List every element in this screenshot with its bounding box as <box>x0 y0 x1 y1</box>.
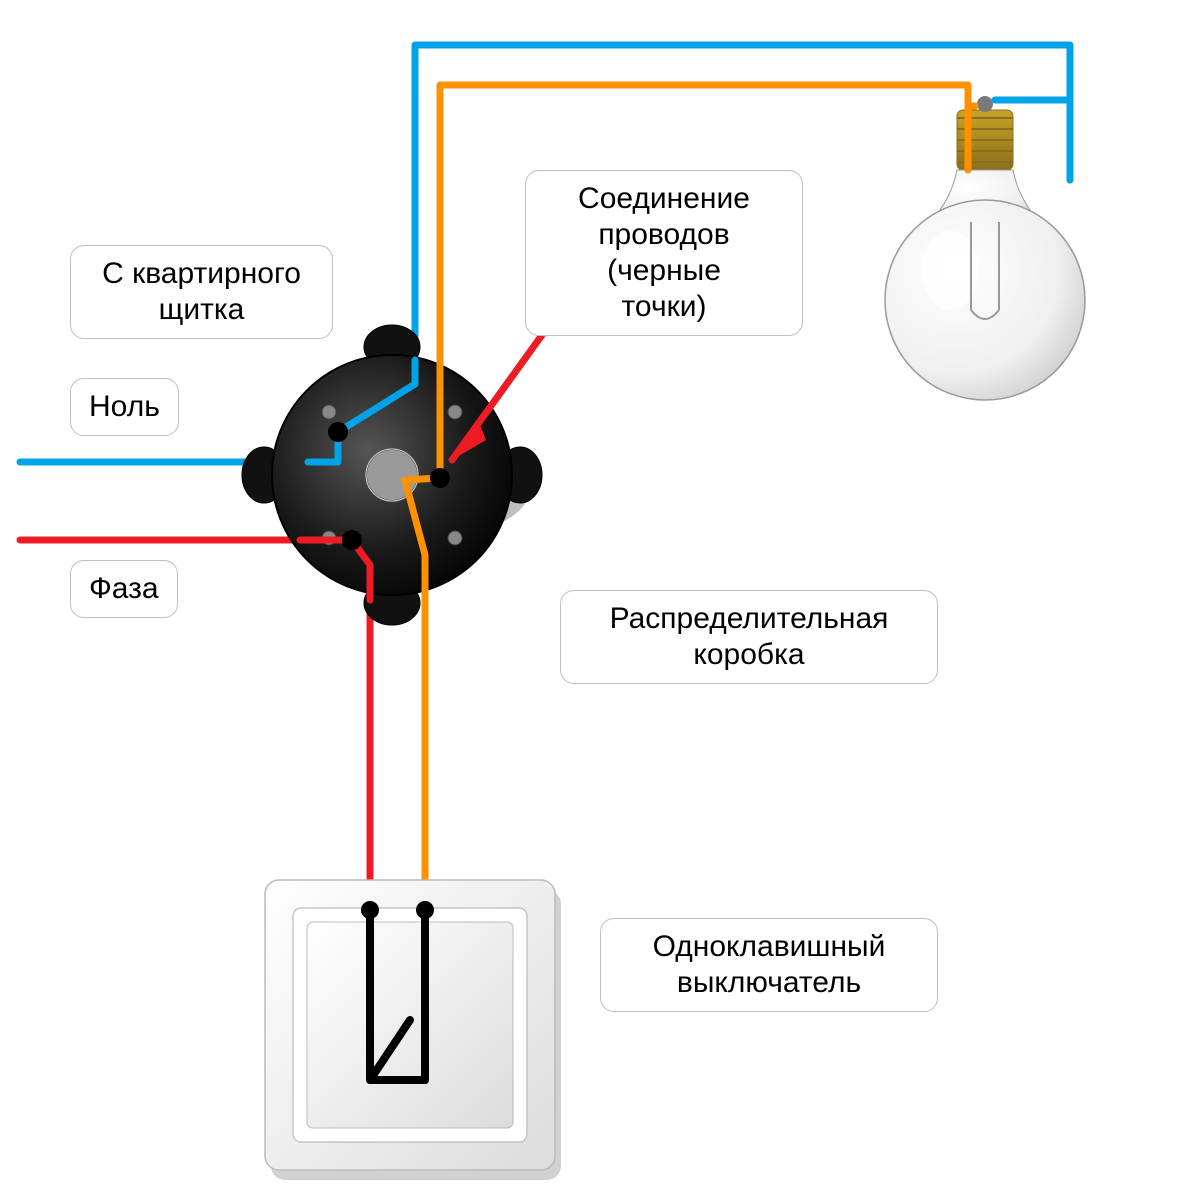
label-junction-box: Распределительнаякоробка <box>560 590 938 684</box>
label-switch: Одноклавишныйвыключатель <box>600 918 938 1012</box>
junction-box <box>242 325 542 625</box>
connection-dot <box>342 530 362 550</box>
label-neutral: Ноль <box>70 378 179 436</box>
label-phase: Фаза <box>70 560 178 618</box>
connection-dot <box>430 468 450 488</box>
connection-dot <box>328 422 348 442</box>
light-bulb-icon <box>885 96 1085 400</box>
label-connections: Соединениепроводов(черныеточки) <box>525 170 803 336</box>
wall-switch-icon <box>265 880 561 1180</box>
label-from-panel: С квартирногощитка <box>70 245 333 339</box>
